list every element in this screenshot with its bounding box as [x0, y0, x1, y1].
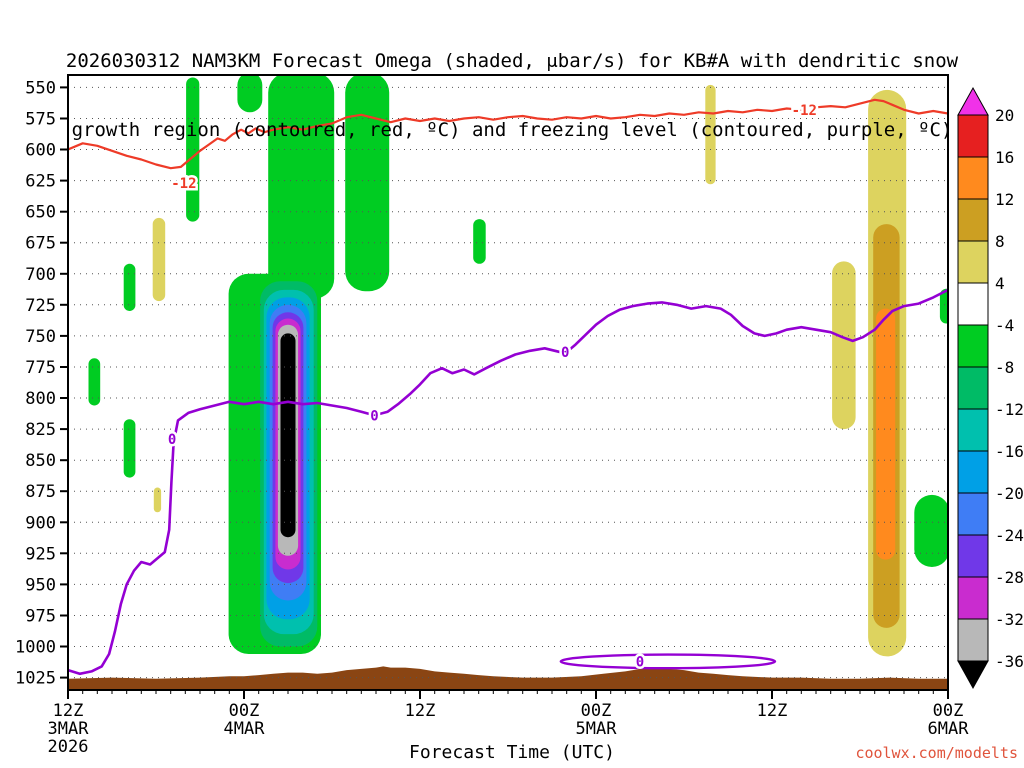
x-tick-time-label: 12Z [757, 701, 788, 721]
chart-title-line2: growth region (contoured, red, ºC) and f… [71, 119, 953, 141]
omega-shaded-region [876, 308, 896, 560]
omega-shaded-region [345, 75, 390, 292]
y-tick-label: 875 [25, 482, 56, 502]
y-tick-label: 700 [25, 265, 56, 285]
contour-freezing-level-0C [68, 288, 948, 676]
omega-shaded-region [237, 75, 263, 113]
omega-shaded-region [473, 219, 486, 264]
y-tick-label: 625 [25, 172, 56, 192]
colorbar-below-min [957, 660, 989, 690]
omega-shaded-region [186, 77, 200, 222]
colorbar-label: 16 [995, 148, 1014, 167]
y-tick-label: 725 [25, 296, 56, 316]
watermark-text: coolwx.com/modelts [855, 744, 1018, 762]
x-tick-time-label: 12Z [405, 701, 436, 721]
x-tick-time-label: 00Z [581, 701, 612, 721]
x-tick-time-label: 12Z [53, 701, 84, 721]
omega-shaded-region [88, 358, 101, 406]
y-tick-label: 600 [25, 141, 56, 161]
contour-label: 0 [636, 654, 644, 670]
colorbar-label: 12 [995, 190, 1014, 209]
contour-label: 0 [168, 432, 176, 448]
omega-shaded-region [280, 333, 296, 538]
colorbar-label: -28 [995, 568, 1024, 587]
plot-background [68, 75, 948, 690]
colorbar-segment [957, 576, 989, 620]
colorbar-segment [957, 114, 989, 158]
y-tick-label: 925 [25, 544, 56, 564]
x-tick-time-label: 00Z [933, 701, 964, 721]
omega-shaded-region [939, 288, 948, 324]
colorbar-segment [957, 366, 989, 410]
y-tick-label: 775 [25, 358, 56, 378]
colorbar-segment [957, 198, 989, 242]
colorbar-label: -20 [995, 484, 1024, 503]
colorbar-label: -24 [995, 526, 1024, 545]
x-tick-date-label: 3MAR [48, 719, 90, 739]
colorbar-label: -4 [995, 316, 1014, 335]
y-tick-label: 975 [25, 607, 56, 627]
colorbar-segment [957, 324, 989, 368]
contour-dendritic-growth-minus12C [68, 98, 948, 170]
x-tick-year-label: 2026 [48, 737, 89, 757]
colorbar-label: -32 [995, 610, 1024, 629]
x-tick-time-label: 00Z [229, 701, 260, 721]
plot-area: -12 -12 0 0 0 0 [68, 75, 948, 690]
colorbar-segment [957, 156, 989, 200]
x-axis-title: Forecast Time (UTC) [409, 742, 615, 763]
omega-shaded-region [152, 217, 166, 302]
colorbar-segment [957, 450, 989, 494]
x-tick-date-label: 6MAR [928, 719, 970, 739]
colorbar-segment [957, 618, 989, 662]
y-tick-label: 850 [25, 451, 56, 471]
contour-label: 0 [370, 408, 378, 424]
y-tick-label: 750 [25, 327, 56, 347]
y-tick-label: 825 [25, 420, 56, 440]
colorbar-segment [957, 492, 989, 536]
y-tick-label: 650 [25, 203, 56, 223]
y-tick-label: 675 [25, 234, 56, 254]
contour-freezing-level-0C-closed [559, 653, 777, 670]
contour-label: -12 [171, 176, 196, 192]
colorbar-segment [957, 282, 989, 326]
y-tick-label: 1000 [15, 638, 56, 658]
colorbar-label: -12 [995, 400, 1024, 419]
colorbar-label: 4 [995, 274, 1005, 293]
terrain-surface [68, 666, 948, 690]
y-tick-label: 950 [25, 575, 56, 595]
colorbar-segment [957, 534, 989, 578]
y-tick-label: 900 [25, 513, 56, 533]
y-tick-label: 550 [25, 78, 56, 98]
colorbar-label: -8 [995, 358, 1014, 377]
colorbar-label: -36 [995, 652, 1024, 671]
colorbar-label: -16 [995, 442, 1024, 461]
omega-shaded-region [153, 487, 162, 513]
chart-title-line1: 2026030312 NAM3KM Forecast Omega (shaded… [65, 50, 959, 72]
x-tick-date-label: 5MAR [576, 719, 618, 739]
colorbar-label: 20 [995, 106, 1014, 125]
omega-shaded-region [705, 84, 716, 185]
omega-shaded-region [123, 419, 136, 478]
y-tick-label: 575 [25, 110, 56, 130]
colorbar-segment [957, 240, 989, 284]
y-tick-label: 800 [25, 389, 56, 409]
colorbar-label: 8 [995, 232, 1005, 251]
omega-shaded-region [123, 263, 136, 311]
omega-shaded-region [832, 261, 856, 430]
contour-label: -12 [792, 103, 817, 119]
colorbar-segment [957, 408, 989, 452]
omega-shaded-region [914, 494, 948, 567]
x-tick-date-label: 4MAR [224, 719, 266, 739]
contour-label: 0 [561, 345, 569, 361]
chart-title: 2026030312 NAM3KM Forecast Omega (shaded… [0, 4, 1024, 188]
y-tick-label: 1025 [15, 669, 56, 689]
